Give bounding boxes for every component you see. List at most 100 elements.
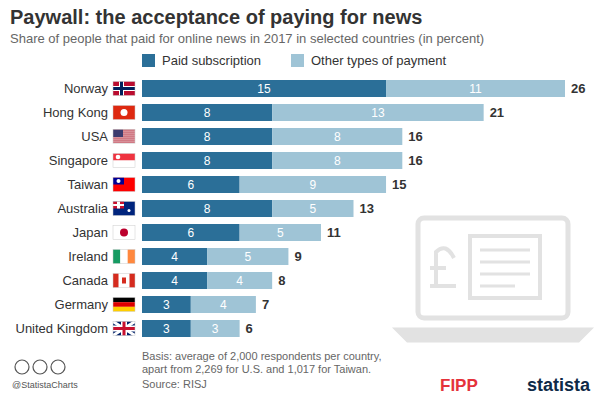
legend-swatch: [142, 54, 155, 67]
cc-circle: [33, 360, 47, 374]
data-label: 5: [244, 250, 251, 264]
flag-border: [113, 130, 135, 144]
flag-part: [113, 204, 124, 206]
note: apart from 2,269 for U.S. and 1,017 for …: [142, 363, 371, 375]
flag: [113, 226, 135, 240]
data-label: 8: [204, 202, 211, 216]
flag-part: [113, 130, 135, 144]
flag: [113, 322, 135, 336]
data-label: 3: [163, 298, 170, 312]
flag-part: [130, 274, 136, 288]
flag-part: [113, 322, 135, 336]
data-label: 4: [171, 274, 178, 288]
flag-part: [113, 202, 135, 216]
category-label: Canada: [62, 273, 108, 288]
cc-circle: [51, 360, 65, 374]
flag: [113, 250, 135, 264]
category-label: Australia: [57, 201, 108, 216]
flag: [113, 154, 135, 168]
category-label: Norway: [64, 81, 109, 96]
data-label: 3: [212, 322, 219, 336]
flag-part: [121, 109, 128, 116]
bar-segment: [240, 224, 321, 241]
bar-segment: [142, 80, 386, 97]
laptop-icon: [398, 218, 588, 340]
note: Basis: average of 2,000 respondents per …: [142, 350, 382, 362]
flag: [113, 178, 135, 192]
flag-part: [128, 209, 131, 212]
flag-part: [113, 250, 120, 264]
total-label: 9: [294, 249, 301, 264]
flag-border: [113, 178, 135, 192]
data-labels: 1511813888869856545443433: [163, 82, 482, 336]
bar-segment: [142, 200, 272, 217]
total-label: 13: [360, 201, 374, 216]
bar-segment: [272, 104, 484, 121]
flag-part: [113, 138, 135, 139]
bar-segment: [142, 296, 191, 313]
flag-border: [113, 82, 135, 96]
flag-border: [113, 250, 135, 264]
flag-part: [113, 274, 119, 288]
bar-segment: [272, 152, 402, 169]
category-label: Japan: [73, 225, 108, 240]
category-label: Taiwan: [68, 177, 108, 192]
bars: [142, 80, 565, 337]
flag-part: [120, 229, 128, 237]
bar-segment: [142, 128, 272, 145]
flag-border: [113, 322, 135, 336]
data-label: 6: [187, 178, 194, 192]
flag: [113, 274, 135, 288]
data-label: 8: [204, 130, 211, 144]
total-label: 11: [327, 225, 341, 240]
flag-part: [113, 322, 135, 336]
logo-statista: statista: [527, 375, 591, 395]
flag-part: [122, 278, 126, 284]
bar-segment: [272, 128, 402, 145]
data-label: 4: [171, 250, 178, 264]
data-label: 8: [204, 106, 211, 120]
total-label: 7: [262, 297, 269, 312]
flag-border: [113, 202, 135, 216]
data-label: 4: [236, 274, 243, 288]
cc-icons: [15, 360, 65, 374]
bar-segment: [272, 200, 353, 217]
bar-segment: [142, 224, 240, 241]
flag-part: [113, 307, 135, 312]
flag-part: [113, 302, 135, 307]
legend-swatch: [291, 54, 304, 67]
flag-part: [113, 226, 135, 240]
bar-segment: [142, 104, 272, 121]
total-label: 6: [246, 321, 253, 336]
flag-part: [113, 178, 135, 192]
flag: [113, 106, 135, 120]
data-label: 5: [277, 226, 284, 240]
flag-part: [113, 178, 124, 185]
total-label: 16: [408, 153, 422, 168]
credit: @StatistaCharts: [12, 380, 78, 390]
total-label: 15: [392, 177, 406, 192]
data-label: 6: [187, 226, 194, 240]
cc-circle: [15, 360, 29, 374]
category-label: Ireland: [68, 249, 108, 264]
flag-part: [113, 106, 135, 120]
bar-segment: [207, 248, 288, 265]
flag-part: [113, 130, 123, 138]
flag-part: [113, 202, 124, 209]
flag-border: [113, 298, 135, 312]
category-label: Singapore: [49, 153, 108, 168]
flag-part: [116, 155, 121, 160]
data-label: 8: [334, 154, 341, 168]
bar-segment: [142, 152, 272, 169]
title: Paywall: the acceptance of paying for ne…: [10, 6, 422, 28]
legend-label: Other types of payment: [311, 53, 447, 68]
source: Source: RISJ: [142, 378, 207, 390]
category-label: USA: [81, 129, 108, 144]
flag-border: [113, 154, 135, 168]
paper: [470, 236, 540, 298]
legend-label: Paid subscription: [162, 53, 261, 68]
flag: [113, 202, 135, 216]
data-label: 8: [334, 130, 341, 144]
flag-part: [128, 250, 135, 264]
chart: Paywall: the acceptance of paying for ne…: [0, 0, 600, 400]
